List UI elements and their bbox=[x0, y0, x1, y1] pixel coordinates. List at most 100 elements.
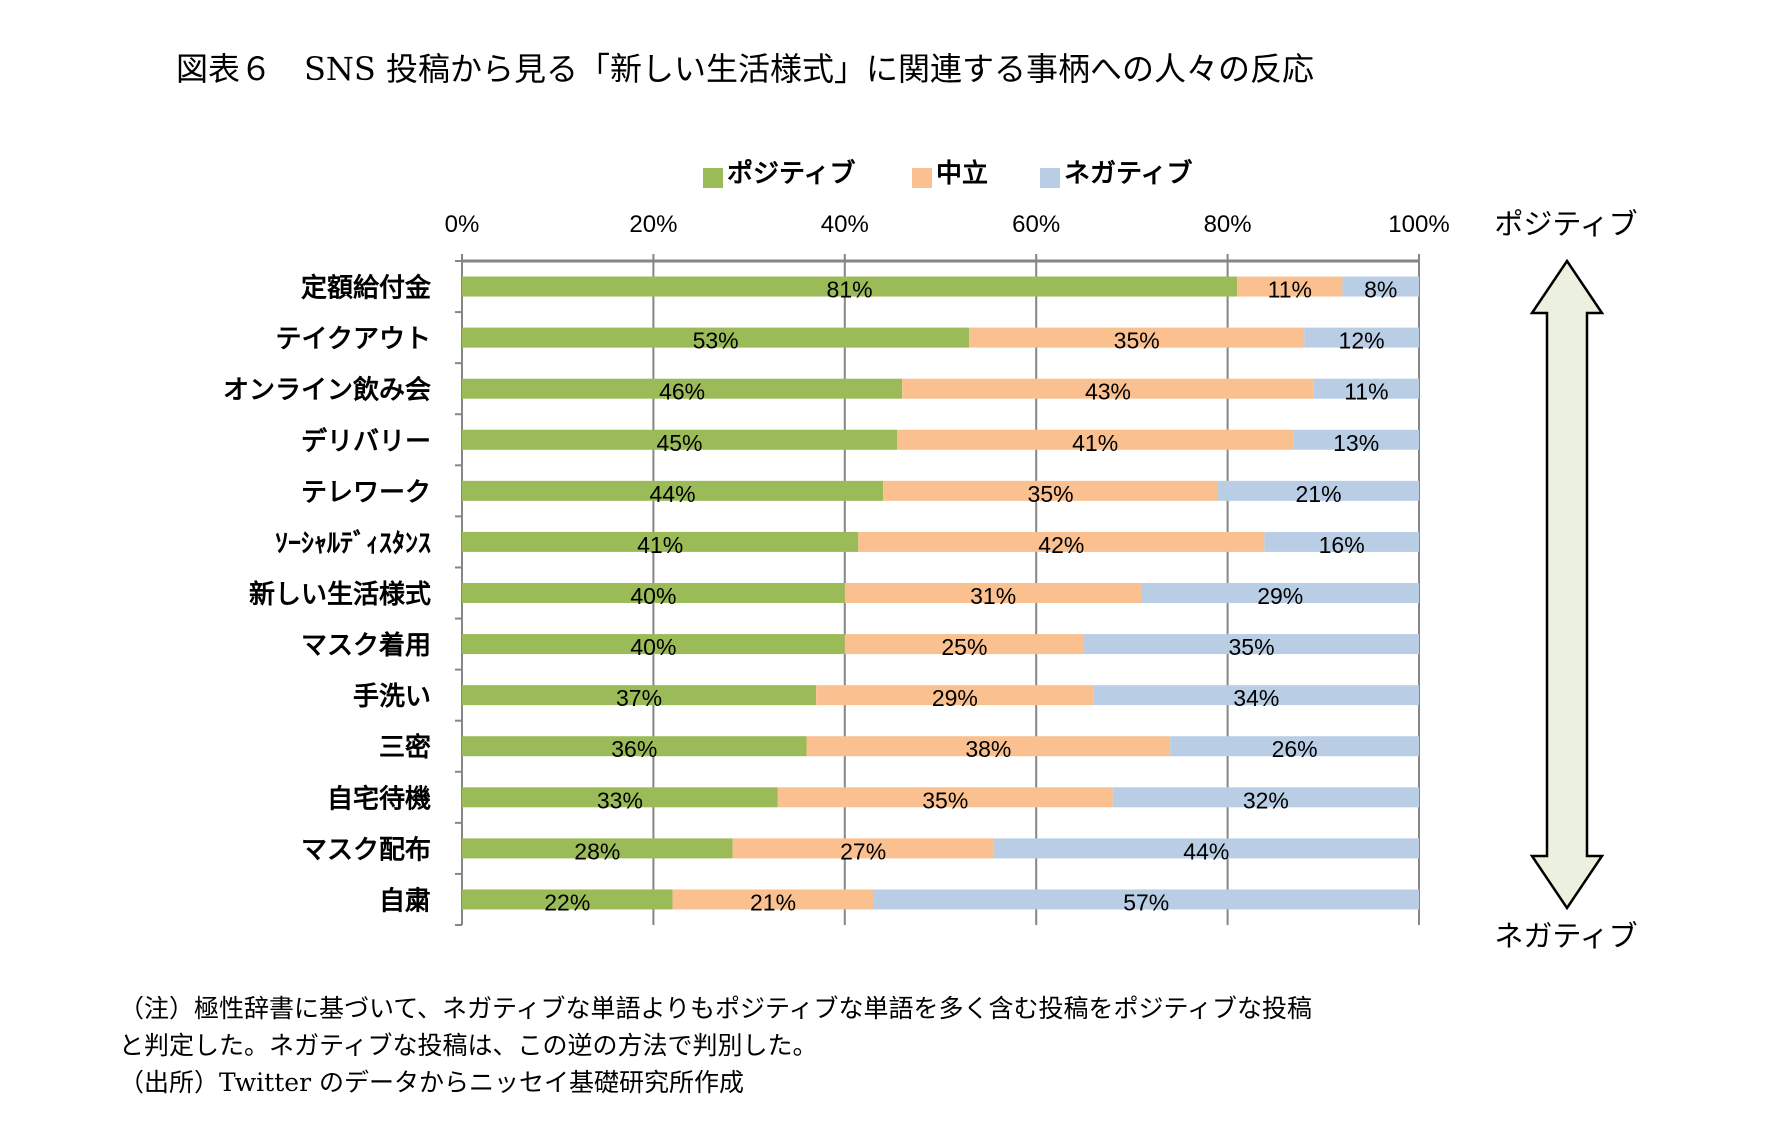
bar-segment-positive bbox=[462, 634, 845, 655]
category-label: 自宅待機 bbox=[327, 783, 431, 813]
legend-label: ネガティブ bbox=[1064, 158, 1192, 188]
bar-segment-positive bbox=[462, 531, 859, 552]
legend-label: 中立 bbox=[936, 158, 988, 188]
data-label: 35% bbox=[922, 787, 968, 813]
data-label: 38% bbox=[965, 736, 1011, 762]
bar-segment-positive bbox=[462, 787, 778, 808]
data-label: 53% bbox=[693, 328, 739, 354]
data-label: 40% bbox=[630, 583, 676, 609]
bar-segment-negative bbox=[1112, 787, 1419, 808]
bar-segment-neutral bbox=[902, 378, 1314, 399]
bar-segment-neutral bbox=[816, 685, 1094, 706]
data-label: 32% bbox=[1243, 787, 1289, 813]
bar-segment-positive bbox=[462, 276, 1238, 297]
data-label: 16% bbox=[1319, 532, 1365, 558]
bar-segment-negative bbox=[1313, 378, 1419, 399]
bar-segment-positive bbox=[462, 327, 970, 348]
bar-segment-neutral bbox=[883, 480, 1219, 501]
category-label: マスク配布 bbox=[301, 834, 431, 864]
data-label: 35% bbox=[1229, 634, 1275, 660]
data-label: 22% bbox=[544, 889, 590, 915]
data-label: 29% bbox=[932, 685, 978, 711]
data-label: 81% bbox=[827, 277, 873, 303]
data-label: 36% bbox=[611, 736, 657, 762]
category-label: 定額給付金 bbox=[301, 273, 432, 303]
data-label: 11% bbox=[1344, 379, 1388, 405]
data-label: 29% bbox=[1257, 583, 1303, 609]
category-label: テイクアウト bbox=[276, 324, 431, 354]
data-label: 33% bbox=[597, 787, 643, 813]
bar-segment-positive bbox=[462, 838, 733, 859]
data-label: 27% bbox=[840, 838, 886, 864]
bar-segment-neutral bbox=[1237, 276, 1343, 297]
category-label: マスク着用 bbox=[301, 630, 431, 660]
data-label: 45% bbox=[656, 430, 702, 456]
data-label: 46% bbox=[659, 379, 705, 405]
arrow-top-label: ポジティブ bbox=[1494, 207, 1637, 241]
data-label: 41% bbox=[1072, 430, 1118, 456]
data-label: 34% bbox=[1233, 685, 1279, 711]
bar-segment-neutral bbox=[969, 327, 1305, 348]
bar-segment-negative bbox=[1293, 429, 1419, 450]
data-label: 37% bbox=[616, 685, 662, 711]
bar-segment-neutral bbox=[844, 583, 1142, 603]
bar-segment-positive bbox=[462, 685, 817, 706]
bar-segment-positive bbox=[462, 889, 673, 910]
data-label: 44% bbox=[1183, 838, 1229, 864]
x-tick-label: 20% bbox=[629, 211, 677, 238]
chart-title: 図表６ SNS 投稿から見る「新しい生活様式」に関連する事柄への人々の反応 bbox=[176, 50, 1315, 88]
bar-segment-neutral bbox=[806, 736, 1171, 757]
legend-swatch bbox=[912, 168, 932, 188]
bar-segment-negative bbox=[1264, 531, 1419, 552]
bar-segment-positive bbox=[462, 429, 897, 450]
data-label: 31% bbox=[970, 583, 1016, 609]
data-label: 21% bbox=[1295, 481, 1341, 507]
data-label: 13% bbox=[1333, 430, 1379, 456]
data-label: 43% bbox=[1085, 379, 1131, 405]
bar-segment-negative bbox=[873, 889, 1419, 910]
bar-segment-neutral bbox=[858, 531, 1265, 552]
note-line: （注）極性辞書に基づいて、ネガティブな単語よりもポジティブな単語を多く含む投稿を… bbox=[119, 994, 1313, 1023]
x-tick-label: 0% bbox=[445, 211, 480, 238]
data-label: 25% bbox=[941, 634, 987, 660]
category-label: 自粛 bbox=[379, 885, 431, 915]
category-label: テレワーク bbox=[301, 477, 431, 507]
category-label: ｿｰｼｬﾙﾃﾞｨｽﾀﾝｽ bbox=[275, 528, 431, 558]
category-label: 新しい生活様式 bbox=[249, 579, 431, 609]
bar-segment-neutral bbox=[777, 787, 1113, 808]
bar-segment-negative bbox=[993, 838, 1419, 859]
note-line: と判定した。ネガティブな投稿は、この逆の方法で判別した。 bbox=[119, 1031, 818, 1060]
data-label: 41% bbox=[637, 532, 683, 558]
x-tick-label: 40% bbox=[821, 211, 869, 238]
category-label: 手洗い bbox=[353, 681, 431, 711]
category-label: 三密 bbox=[379, 732, 431, 762]
x-tick-label: 100% bbox=[1388, 211, 1449, 238]
bar-segment-positive bbox=[462, 736, 807, 757]
bar-segment-neutral bbox=[732, 838, 994, 859]
data-label: 35% bbox=[1028, 481, 1074, 507]
x-tick-label: 80% bbox=[1204, 211, 1252, 238]
bar-segment-negative bbox=[1141, 583, 1419, 603]
bar-segment-negative bbox=[1218, 480, 1419, 501]
category-label: オンライン飲み会 bbox=[223, 375, 431, 405]
bar-segment-negative bbox=[1170, 736, 1419, 757]
arrow-bottom-label: ネガティブ bbox=[1494, 919, 1637, 953]
data-label: 12% bbox=[1339, 328, 1385, 354]
double-arrow-icon bbox=[1529, 258, 1605, 911]
data-label: 8% bbox=[1364, 277, 1397, 303]
bar-segment-positive bbox=[462, 378, 903, 399]
category-label: デリバリー bbox=[301, 426, 431, 456]
data-label: 21% bbox=[750, 889, 796, 915]
data-label: 11% bbox=[1268, 277, 1312, 303]
data-label: 28% bbox=[574, 838, 620, 864]
data-label: 42% bbox=[1038, 532, 1084, 558]
data-label: 57% bbox=[1123, 889, 1169, 915]
legend-swatch bbox=[703, 168, 723, 188]
data-label: 44% bbox=[650, 481, 696, 507]
bar-segment-negative bbox=[1304, 327, 1419, 348]
legend-label: ポジティブ bbox=[727, 158, 855, 188]
source-line: （出所）Twitter のデータからニッセイ基礎研究所作成 bbox=[119, 1068, 744, 1097]
data-label: 35% bbox=[1114, 328, 1160, 354]
bar-segment-negative bbox=[1084, 634, 1419, 655]
